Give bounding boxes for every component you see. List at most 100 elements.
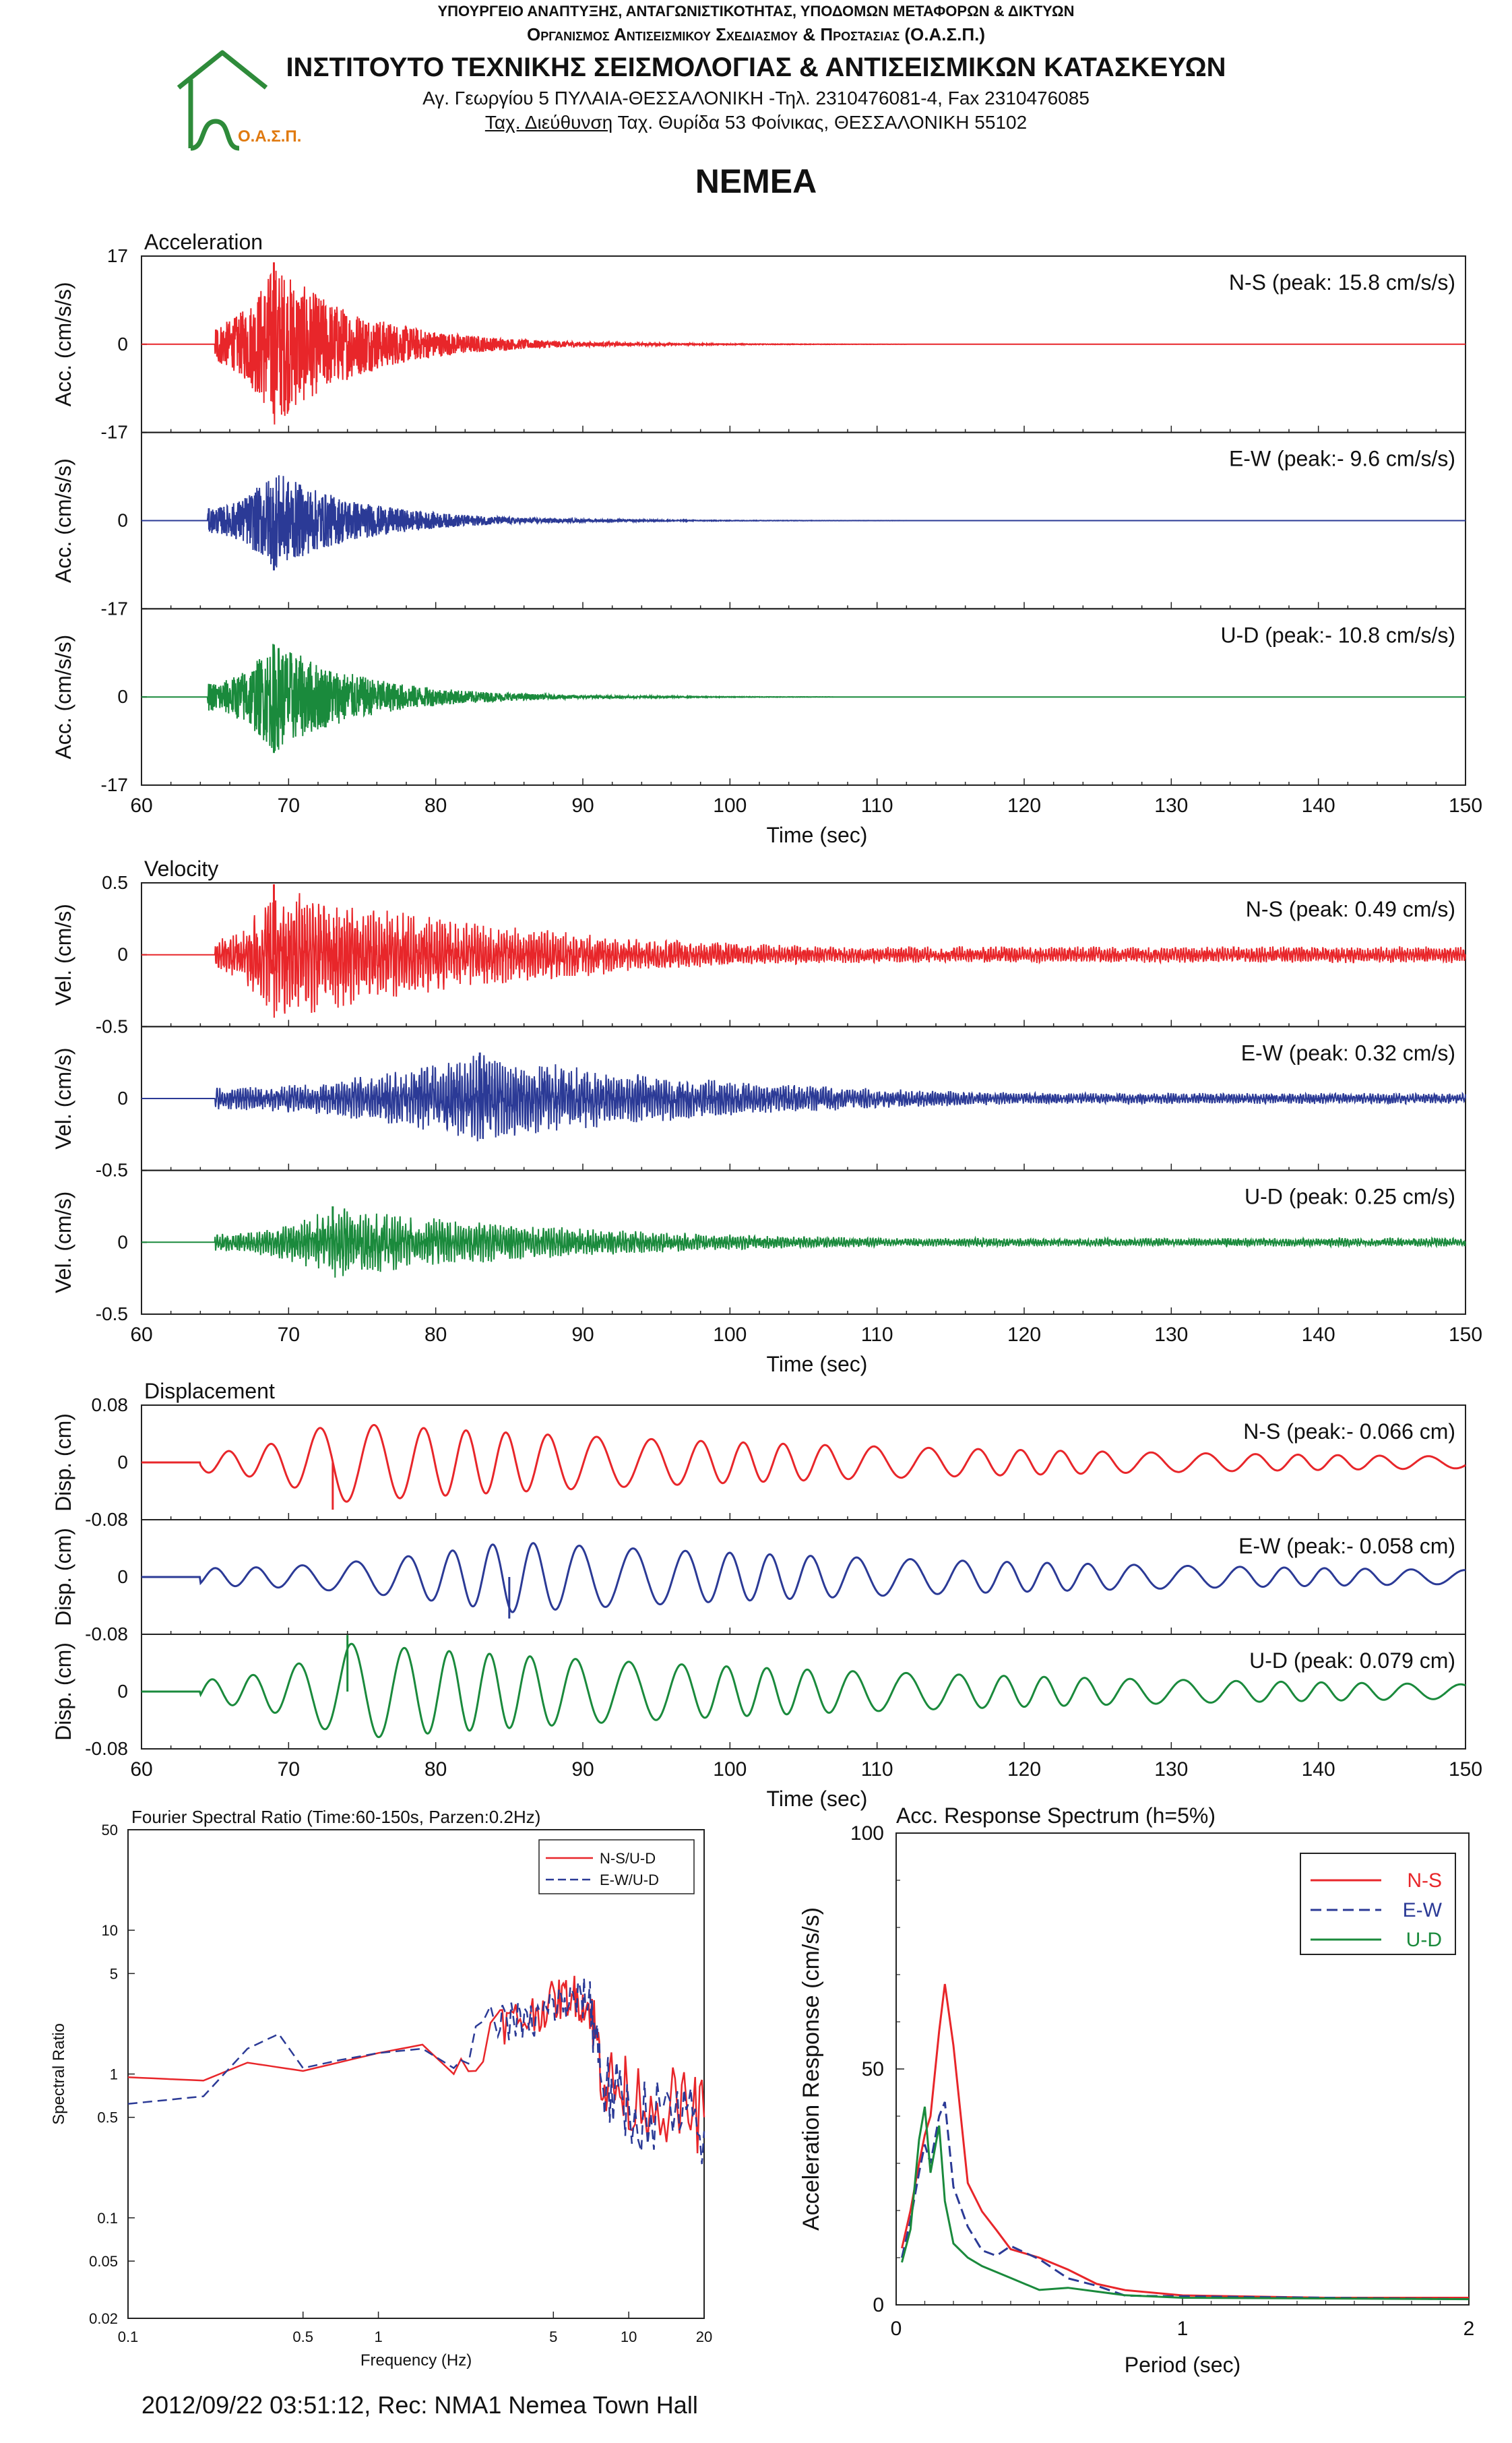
x-tick-label: 1 xyxy=(374,2328,382,2345)
y-tick-label: 0 xyxy=(117,1231,128,1252)
trace-u-d xyxy=(141,1208,1466,1278)
x-tick-label: 120 xyxy=(1007,1758,1041,1781)
legend-label: U-D xyxy=(1406,1929,1442,1951)
x-tick-label: 70 xyxy=(278,1758,300,1781)
series-label-e-w: E-W (peak: 0.32 cm/s) xyxy=(1241,1041,1455,1065)
trace-u-d xyxy=(141,1642,1466,1739)
panel-vel: Velocity 0.5 0 -0.5 Vel. (cm/s) N-S (peak: 0.… xyxy=(51,857,1482,1376)
subplot-disp-e-w: 0 -0.08 Disp. (cm) E-W (peak:- 0.058 cm) xyxy=(51,1519,1466,1644)
panel-title-disp: Displacement xyxy=(144,1379,275,1403)
footer-caption: 2012/09/22 03:51:12, Rec: NMA1 Nemea Tow… xyxy=(141,2391,698,2419)
legend-label: E-W xyxy=(1403,1899,1443,1921)
subplot-vel-n-s: 0.5 0 -0.5 Vel. (cm/s) N-S (peak: 0.49 cm/s) xyxy=(51,872,1466,1037)
y-tick-label: -0.5 xyxy=(96,1160,128,1181)
x-tick-label: 100 xyxy=(713,1758,747,1781)
y-axis-label: Disp. (cm) xyxy=(51,1642,75,1741)
y-tick-label: 0.08 xyxy=(92,1394,129,1415)
station-title: NEMEA xyxy=(695,162,817,200)
series-e-w xyxy=(901,2101,1470,2301)
plot-title: Acc. Response Spectrum (h=5%) xyxy=(896,1803,1216,1828)
x-axis-label: Period (sec) xyxy=(1125,2353,1241,2377)
trace-n-s xyxy=(141,1424,1466,1503)
institute-line: ΙΝΣΤΙΤΟΥΤΟ ΤΕΧΝΙΚΗΣ ΣΕΙΣΜΟΛΟΓΙΑΣ & ΑΝΤΙΣ… xyxy=(286,53,1226,82)
x-axis-label: Time (sec) xyxy=(767,823,868,847)
x-tick-label: 70 xyxy=(278,795,300,817)
y-axis-label: Disp. (cm) xyxy=(51,1413,75,1512)
y-tick-label: -0.5 xyxy=(96,1303,128,1324)
trace-e-w xyxy=(141,475,1466,570)
y-tick-label: 0 xyxy=(117,944,128,965)
y-axis-label: Disp. (cm) xyxy=(51,1528,75,1626)
y-tick-label: 0 xyxy=(117,334,128,354)
x-tick-label: 110 xyxy=(861,795,893,817)
x-tick-label: 90 xyxy=(571,1758,594,1781)
x-tick-label: 150 xyxy=(1449,795,1482,817)
x-tick-label: 100 xyxy=(713,795,747,817)
series-n-s-u-d xyxy=(127,1975,705,2154)
panel-fourier-ratio: Fourier Spectral Ratio (Time:60-150s, Pa… xyxy=(50,1807,712,2370)
postal-line: Ταχ. Διεύθυνση Ταχ. Θυρίδα 53 Φοίνικας, … xyxy=(0,112,1512,133)
y-axis-label: Acc. (cm/s/s) xyxy=(51,458,75,583)
y-tick-label: 0 xyxy=(117,1452,128,1473)
series-u-d xyxy=(901,2106,1470,2301)
y-tick-label: 0.5 xyxy=(97,2109,118,2126)
trace-n-s xyxy=(141,893,1466,1018)
trace-e-w xyxy=(141,1542,1466,1613)
x-tick-label: 80 xyxy=(424,795,447,817)
y-tick-label: -0.08 xyxy=(85,1623,128,1644)
series-e-w-u-d xyxy=(127,1977,705,2165)
y-tick-label: -0.08 xyxy=(85,1509,128,1530)
legend-label: N-S xyxy=(1407,1869,1442,1892)
oasp-logo: Ο.Α.Σ.Π. xyxy=(177,50,301,151)
plot-frame xyxy=(127,1829,705,2319)
series-label-n-s: N-S (peak: 0.49 cm/s) xyxy=(1246,897,1455,921)
x-tick-label: 140 xyxy=(1302,1758,1335,1781)
y-tick-label: 0.1 xyxy=(97,2210,118,2227)
x-tick-label: 120 xyxy=(1007,1324,1041,1346)
x-tick-label: 60 xyxy=(130,1758,152,1781)
subplot-acc-e-w: 0 -17 Acc. (cm/s/s) E-W (peak:- 9.6 cm/s/s) xyxy=(51,431,1466,619)
y-tick-label: 0 xyxy=(117,1566,128,1587)
x-tick-label: 70 xyxy=(278,1324,300,1346)
x-axis-label: Time (sec) xyxy=(767,1787,868,1811)
panel-response-spectrum: Acc. Response Spectrum (h=5%) 100 50 00 1 2 Pe… xyxy=(798,1803,1474,2377)
y-axis-label: Acceleration Response (cm/s/s) xyxy=(798,1907,824,2231)
y-tick-label: 1 xyxy=(110,2066,118,2083)
x-tick-label: 2 xyxy=(1463,2318,1475,2340)
postal-address: Ταχ. Θυρίδα 53 Φοίνικας, ΘΕΣΣΑΛΟΝΙΚΗ 551… xyxy=(617,112,1028,133)
legend: N-S/U-D E-W/U-D xyxy=(538,1839,695,1894)
y-tick-label: 0.05 xyxy=(89,2253,118,2270)
x-tick-label: 0 xyxy=(891,2318,902,2340)
y-axis-label: Spectral Ratio xyxy=(50,2023,68,2125)
x-tick-label: 60 xyxy=(130,1324,152,1346)
x-tick-label: 5 xyxy=(549,2328,557,2345)
series-label-n-s: N-S (peak:- 0.066 cm) xyxy=(1243,1419,1455,1444)
x-tick-label: 150 xyxy=(1449,1324,1482,1346)
x-tick-label: 90 xyxy=(571,1324,594,1346)
y-tick-label: 0 xyxy=(117,510,128,531)
series-label-e-w: E-W (peak:- 0.058 cm) xyxy=(1238,1534,1455,1558)
x-axis-label: Frequency (Hz) xyxy=(360,2351,472,2370)
series-label-u-d: U-D (peak:- 10.8 cm/s/s) xyxy=(1220,623,1455,647)
y-tick-label: 0 xyxy=(873,2294,884,2316)
x-tick-label: 0.5 xyxy=(292,2328,313,2345)
legend-box xyxy=(1300,1853,1456,1955)
x-tick-label: 140 xyxy=(1302,795,1335,817)
y-tick-label: 17 xyxy=(107,245,128,266)
y-tick-label: 5 xyxy=(110,1965,118,1982)
x-tick-label: 120 xyxy=(1007,795,1041,817)
y-tick-label: 50 xyxy=(102,1822,118,1838)
y-axis-label: Vel. (cm/s) xyxy=(51,1047,75,1149)
x-tick-label: 130 xyxy=(1154,1758,1188,1781)
series-n-s xyxy=(901,1983,1469,2299)
legend-label: N-S/U-D xyxy=(600,1850,656,1867)
series-label-e-w: E-W (peak:- 9.6 cm/s/s) xyxy=(1229,447,1455,471)
x-axis-label: Time (sec) xyxy=(767,1352,868,1376)
y-tick-label: 100 xyxy=(850,1822,884,1845)
panel-disp: Displacement 0.08 0 -0.08 Disp. (cm) N-S (pea… xyxy=(51,1379,1482,1811)
y-axis-label: Vel. (cm/s) xyxy=(51,1192,75,1293)
y-tick-label: -17 xyxy=(101,598,128,619)
y-tick-label: 0.5 xyxy=(102,872,128,893)
subplot-disp-u-d: 0 -0.08 Disp. (cm) U-D (peak: 0.079 cm) xyxy=(51,1634,1466,1759)
x-tick-label: 110 xyxy=(861,1758,893,1781)
